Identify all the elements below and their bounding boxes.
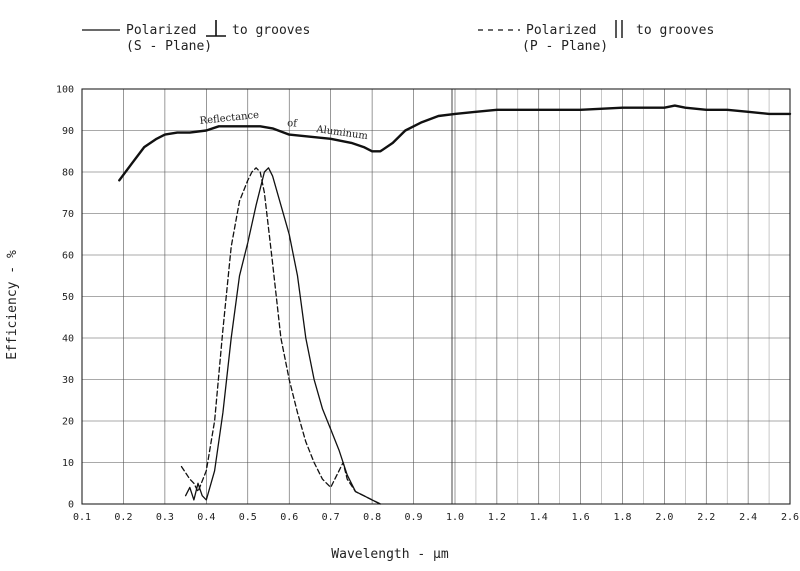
y-tick-label: 0 xyxy=(68,500,74,511)
tick-labels: 0 10 20 30 40 50 60 70 80 90 100 0.1 0.2 0.3 0.4 0.5 0.6… xyxy=(5,85,799,563)
x-tick-label: 0.4 xyxy=(197,512,215,523)
series-line-reflectance xyxy=(118,104,792,182)
y-tick-label: 40 xyxy=(62,334,74,345)
y-tick-label: 90 xyxy=(62,126,74,137)
x-tick-label: 1.8 xyxy=(613,512,631,523)
y-tick-label: 60 xyxy=(62,251,74,262)
annotation-of: of xyxy=(287,118,299,130)
x-tick-label: 0.8 xyxy=(363,512,381,523)
y-tick-label: 80 xyxy=(62,168,74,179)
x-tick-label: 1.0 xyxy=(446,512,464,523)
legend-label-p-plane-name: (P - Plane) xyxy=(522,39,608,54)
x-tick-label: 1.6 xyxy=(572,512,590,523)
y-tick-label: 10 xyxy=(62,458,74,469)
x-tick-label: 1.4 xyxy=(530,512,548,523)
y-tick-label: 50 xyxy=(62,292,74,303)
grid-lines xyxy=(81,88,791,505)
legend: Polarized to grooves(S - Plane)Polarized t… xyxy=(82,20,714,54)
series-lines xyxy=(118,104,792,505)
annotation-aluminum: Aluminum xyxy=(315,124,369,142)
x-tick-label: 0.5 xyxy=(239,512,257,523)
y-tick-label: 20 xyxy=(62,417,74,428)
legend-label-p-plane-suffix: to grooves xyxy=(636,23,714,38)
x-tick-label: 1.2 xyxy=(488,512,506,523)
y-tick-label: 30 xyxy=(62,375,74,386)
x-tick-label: 0.1 xyxy=(73,512,91,523)
annotation-reflectance: Reflectance xyxy=(199,110,259,127)
y-axis-title: Efficiency - % xyxy=(5,250,20,360)
y-tick-label: 100 xyxy=(56,85,74,96)
series-line-p_plane xyxy=(180,167,382,505)
legend-label-s-plane-suffix: to grooves xyxy=(232,23,310,38)
x-tick-label: 0.9 xyxy=(405,512,423,523)
x-tick-label: 2.2 xyxy=(697,512,715,523)
series-line-s_plane xyxy=(184,167,382,505)
x-tick-label: 2.4 xyxy=(739,512,757,523)
x-tick-label: 0.2 xyxy=(114,512,132,523)
x-tick-label: 2.6 xyxy=(781,512,799,523)
legend-label-p-plane: Polarized xyxy=(526,23,596,38)
axes xyxy=(81,88,791,505)
legend-label-s-plane: Polarized xyxy=(126,23,196,38)
legend-label-s-plane-name: (S - Plane) xyxy=(126,39,212,54)
x-axis-title: Wavelength - μm xyxy=(331,547,449,562)
x-tick-label: 0.7 xyxy=(322,512,340,523)
plot-frame xyxy=(81,88,791,505)
x-tick-label: 0.3 xyxy=(156,512,174,523)
x-tick-label: 2.0 xyxy=(655,512,673,523)
y-tick-label: 70 xyxy=(62,209,74,220)
x-tick-label: 0.6 xyxy=(280,512,298,523)
